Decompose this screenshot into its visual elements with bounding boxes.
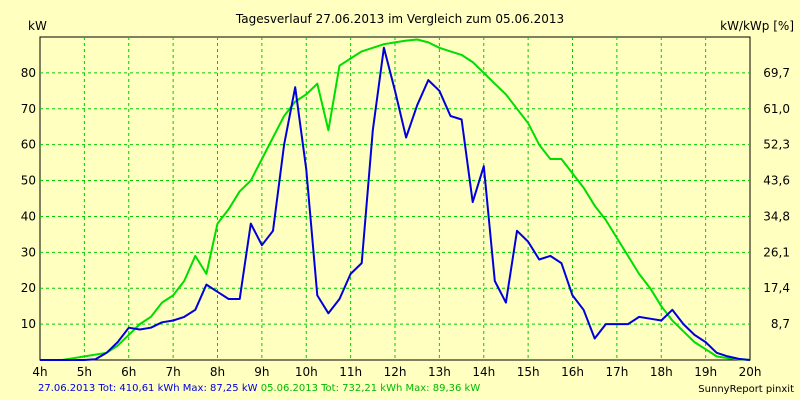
tick-layer: 4h 5h 6h 7h 8h 9h 10h 11h 12h 13h 14h 15h 16h 17h 18h 1…: [21, 66, 790, 379]
series-line-27-06-2013: [40, 46, 751, 361]
x-tick-label: 15h: [517, 365, 540, 379]
x-tick-label: 18h: [650, 365, 673, 379]
x-tick-label: 7h: [166, 365, 181, 379]
y-tick-label-left: 80: [21, 66, 36, 80]
y-tick-label-left: 30: [21, 245, 36, 259]
x-tick-label: 16h: [561, 365, 584, 379]
series-line-05-06-2013: [40, 38, 751, 361]
y-tick-label-left: 60: [21, 138, 36, 152]
y-tick-label-right: 34,8: [763, 209, 790, 223]
x-tick-label: 4h: [32, 365, 47, 379]
legend-footer: 27.06.2013 Tot: 410,61 kWh Max: 87,25 kW…: [38, 383, 480, 394]
y-tick-label-right: 17,4: [763, 281, 790, 295]
x-tick-label: 19h: [694, 365, 717, 379]
x-tick-label: 10h: [295, 365, 318, 379]
x-tick-label: 5h: [77, 365, 92, 379]
chart-title: Tagesverlauf 27.06.2013 im Vergleich zum…: [235, 12, 564, 26]
y-tick-label-right: 26,1: [763, 245, 790, 259]
x-tick-label: 20h: [739, 365, 762, 379]
x-tick-label: 14h: [472, 365, 495, 379]
y-tick-label-left: 10: [21, 317, 36, 331]
y-tick-label-left: 20: [21, 281, 36, 295]
x-tick-label: 13h: [428, 365, 451, 379]
y-tick-label-left: 50: [21, 174, 36, 188]
legend-series-1: 27.06.2013 Tot: 410,61 kWh Max: 87,25 kW: [38, 383, 258, 394]
y-tick-label-left: 40: [21, 209, 36, 223]
x-tick-label: 8h: [210, 365, 225, 379]
series-layer: [40, 38, 751, 361]
brand-label: SunnyReport pinxit: [698, 384, 794, 395]
x-tick-label: 6h: [121, 365, 136, 379]
y-axis-right-label: kW/kWp [%]: [720, 19, 794, 33]
x-tick-label: 11h: [339, 365, 362, 379]
y-tick-label-right: 43,6: [763, 174, 790, 188]
y-axis-left-label: kW: [28, 19, 47, 33]
x-tick-label: 9h: [254, 365, 269, 379]
y-tick-label-right: 61,0: [763, 102, 790, 116]
legend-series-2: 05.06.2013 Tot: 732,21 kWh Max: 89,36 kW: [260, 383, 481, 394]
y-tick-label-left: 70: [21, 102, 36, 116]
x-tick-label: 17h: [605, 365, 628, 379]
y-tick-label-right: 8,7: [771, 317, 790, 331]
x-tick-label: 12h: [384, 365, 407, 379]
y-tick-label-right: 52,3: [763, 138, 790, 152]
y-tick-label-right: 69,7: [763, 66, 790, 80]
grid-layer: [40, 37, 750, 360]
